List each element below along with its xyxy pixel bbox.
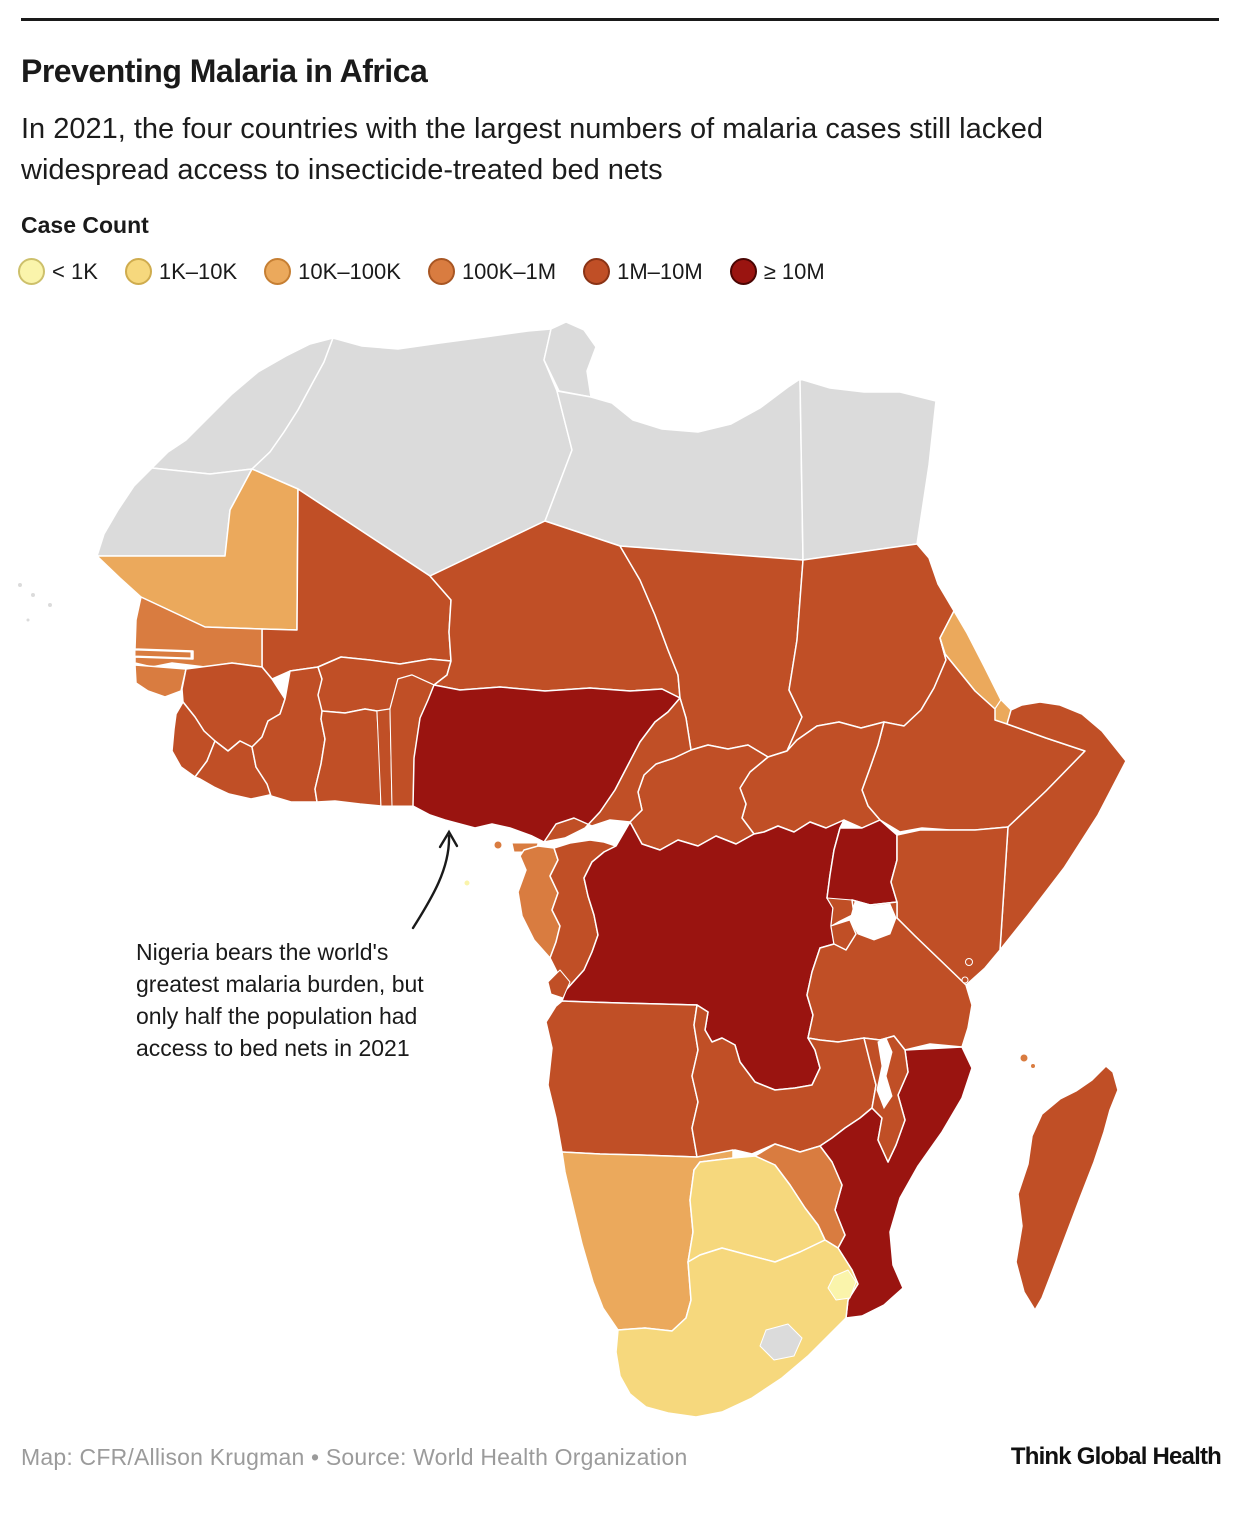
legend-label: 1K–10K (158, 258, 238, 284)
country-gambia[interactable] (134, 649, 192, 659)
country-tunisia[interactable] (543, 321, 597, 398)
country-ethiopia[interactable] (861, 637, 1086, 833)
country-cape-verde[interactable] (17, 582, 23, 588)
legend-item: 1M–10M (583, 258, 703, 285)
country-egypt[interactable] (799, 378, 937, 561)
annotation-arrow-icon (411, 829, 459, 930)
legend-swatch-1m-10m (583, 258, 611, 285)
country-pemba[interactable] (961, 976, 969, 984)
country-lesotho[interactable] (759, 1323, 803, 1361)
country-gabon[interactable] (517, 845, 561, 959)
country-cape-verde[interactable] (30, 592, 36, 598)
legend-label: 10K–100K (298, 258, 401, 284)
country-eswatini[interactable] (827, 1269, 857, 1301)
legend-label: < 1K (52, 258, 98, 284)
country-sao-tome[interactable] (463, 879, 471, 887)
lake-malawi (876, 1037, 893, 1110)
legend-item: 10K–100K (264, 258, 401, 285)
country-angola[interactable] (545, 1000, 699, 1158)
country-zanzibar[interactable] (965, 958, 973, 966)
country-somalia[interactable] (999, 701, 1127, 951)
subtitle: In 2021, the four countries with the lar… (21, 113, 1043, 186)
country-comoros[interactable] (1030, 1063, 1036, 1069)
annotation-nigeria: Nigeria bears the world's greatest malar… (136, 939, 424, 1061)
legend-item: < 1K (18, 258, 98, 285)
country-angola-cabinda[interactable] (547, 969, 571, 999)
legend-swatch-ge-10m (729, 258, 757, 285)
country-libya[interactable] (544, 378, 804, 561)
source-credit: Map: CFR/Allison Krugman • Source: World… (21, 1444, 688, 1470)
legend-item: ≥ 10M (729, 258, 825, 285)
page-title: Preventing Malaria in Africa (21, 53, 428, 90)
country-cape-verde[interactable] (25, 617, 31, 623)
legend-swatch-10k-100k (264, 258, 292, 285)
legend-swatch-100k-1m (427, 258, 455, 285)
legend: < 1K 1K–10K 10K–100K 100K–1M 1M–10M ≥ 10… (18, 258, 825, 285)
country-cape-verde[interactable] (47, 602, 53, 608)
country-liberia[interactable] (194, 740, 275, 800)
lake-victoria (849, 901, 897, 941)
country-madagascar[interactable] (1015, 1065, 1119, 1311)
legend-label: ≥ 10M (763, 258, 825, 284)
country-guinea-bissau[interactable] (134, 664, 187, 698)
country-bioko[interactable] (493, 840, 503, 850)
country-ghana[interactable] (314, 708, 382, 807)
country-cameroon[interactable] (543, 697, 692, 843)
legend-label: 100K–1M (461, 258, 557, 284)
legend-swatch-1k-10k (124, 258, 152, 285)
legend-label: 1M–10M (617, 258, 703, 284)
legend-item: 100K–1M (427, 258, 557, 285)
legend-title: Case Count (21, 212, 149, 238)
legend-item: 1K–10K (124, 258, 238, 285)
legend-swatch-lt1k (18, 258, 45, 285)
country-south-africa[interactable] (615, 1239, 859, 1418)
brand-logo[interactable]: Think Global Health (1010, 1443, 1222, 1470)
country-comoros[interactable] (1019, 1053, 1029, 1063)
top-rule (21, 18, 1219, 21)
